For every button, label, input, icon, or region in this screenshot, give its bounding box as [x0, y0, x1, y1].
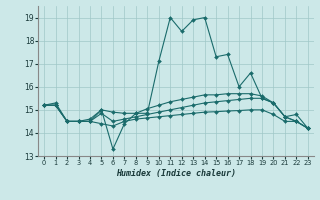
X-axis label: Humidex (Indice chaleur): Humidex (Indice chaleur): [116, 169, 236, 178]
